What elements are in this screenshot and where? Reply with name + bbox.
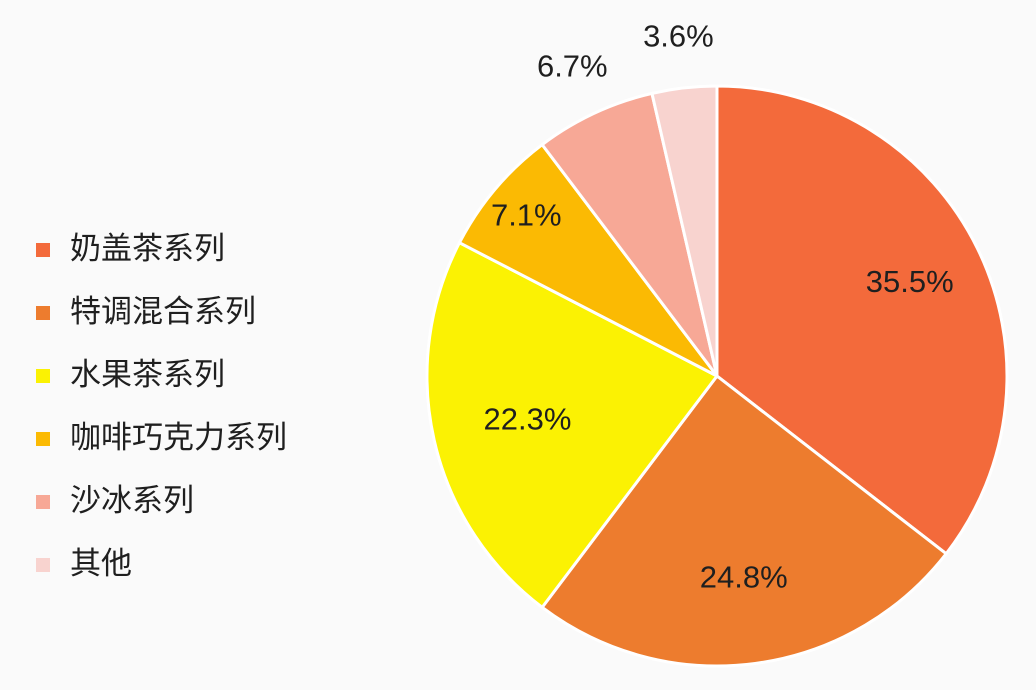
legend-swatch [36, 557, 50, 572]
pie-slices [425, 84, 1009, 668]
legend-item: 沙冰系列 [36, 470, 287, 533]
pie-slice [457, 143, 719, 378]
legend-swatch [36, 431, 50, 446]
pie-slice [540, 91, 719, 378]
pie-slice [650, 84, 719, 378]
legend-item: 咖啡巧克力系列 [36, 407, 287, 470]
legend-item: 特调混合系列 [36, 281, 287, 344]
legend-swatch [36, 305, 50, 320]
slice-value-label: 6.7% [537, 48, 608, 83]
slice-value-label: 22.3% [484, 402, 572, 437]
legend-item: 其他 [36, 533, 287, 596]
legend-label: 沙冰系列 [70, 483, 194, 519]
legend-label: 水果茶系列 [70, 357, 225, 393]
slice-value-label: 7.1% [491, 198, 562, 233]
legend-label: 咖啡巧克力系列 [70, 420, 287, 456]
chart-legend: 奶盖茶系列 特调混合系列 水果茶系列 咖啡巧克力系列 沙冰系列 其他 [36, 218, 287, 596]
pie-slice [715, 84, 1009, 556]
legend-label: 特调混合系列 [70, 294, 256, 330]
legend-swatch [36, 242, 50, 257]
legend-label: 奶盖茶系列 [70, 231, 225, 267]
legend-item: 水果茶系列 [36, 344, 287, 407]
legend-label: 其他 [70, 546, 132, 582]
legend-swatch [36, 368, 50, 383]
slice-value-label: 3.6% [643, 19, 714, 54]
legend-item: 奶盖茶系列 [36, 218, 287, 281]
slice-value-label: 35.5% [866, 264, 954, 299]
legend-swatch [36, 494, 50, 509]
pie-slice [425, 241, 719, 609]
pie-slice [540, 374, 948, 668]
slice-value-label: 24.8% [700, 560, 788, 595]
pie-value-labels: 35.5% 24.8% 22.3% 7.1% 6.7% 3.6% [484, 19, 954, 595]
